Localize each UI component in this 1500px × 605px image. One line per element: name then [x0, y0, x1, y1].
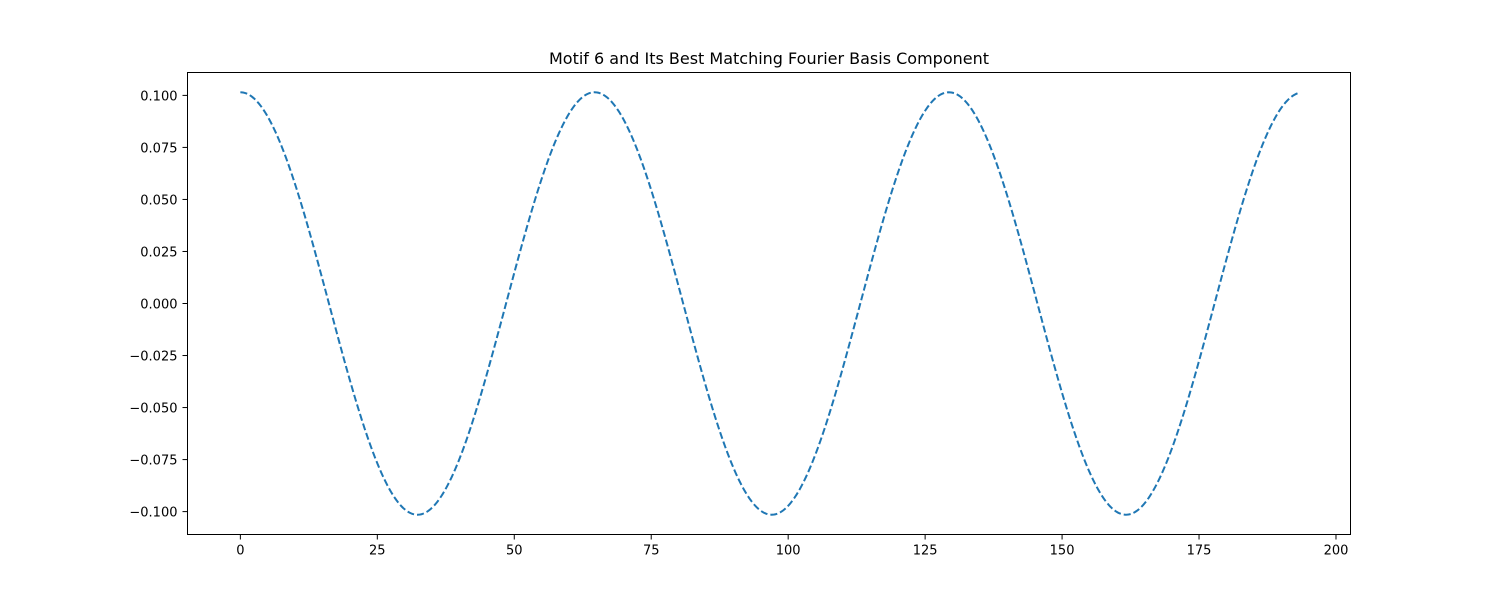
- y-axis: 0.100 0.075 0.050 0.025 0.000 −0.025 −0.050 −0.…: [129, 89, 188, 521]
- y-tick-label: 0.000: [140, 298, 177, 313]
- plot-frame: [187, 72, 1351, 535]
- y-tick-label: −0.075: [129, 454, 177, 469]
- y-tick-label: 0.100: [140, 89, 177, 104]
- x-tick-label: 100: [776, 544, 801, 559]
- y-tick-label: 0.075: [140, 141, 177, 156]
- x-tick-label: 0: [236, 544, 244, 559]
- x-tick-label: 175: [1187, 544, 1212, 559]
- x-axis: 0 25 50 75 100 125 150 175 200: [236, 534, 1349, 559]
- x-tick-label: 25: [369, 544, 386, 559]
- x-tick-label: 200: [1324, 544, 1349, 559]
- y-tick-label: 0.050: [140, 193, 177, 208]
- y-tick-label: −0.050: [129, 402, 177, 417]
- x-tick-label: 75: [643, 544, 660, 559]
- x-tick-label: 125: [913, 544, 938, 559]
- chart-title: Motif 6 and Its Best Matching Fourier Ba…: [549, 49, 989, 68]
- y-tick-label: −0.100: [129, 506, 177, 521]
- y-tick-label: 0.025: [140, 245, 177, 260]
- y-tick-label: −0.025: [129, 350, 177, 365]
- x-tick-label: 50: [506, 544, 523, 559]
- x-tick-label: 150: [1050, 544, 1075, 559]
